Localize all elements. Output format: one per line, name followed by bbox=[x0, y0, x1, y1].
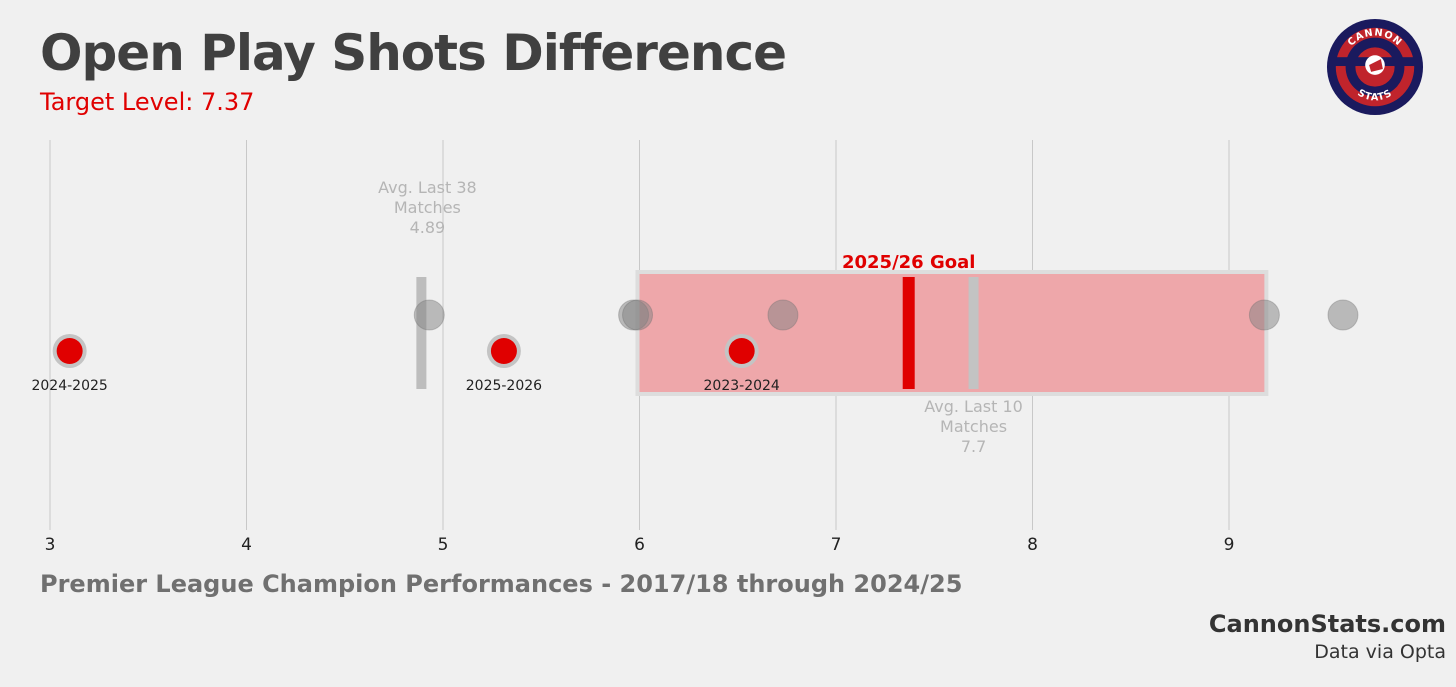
avg-last-10-line bbox=[968, 277, 979, 389]
season-point-label: 2024-2025 bbox=[31, 378, 107, 394]
chart-caption: Premier League Champion Performances - 2… bbox=[40, 570, 963, 598]
x-tick-label: 6 bbox=[634, 535, 645, 555]
x-tick-label: 4 bbox=[241, 535, 252, 555]
avg-last-38-label-line: Avg. Last 38 bbox=[378, 178, 477, 197]
champion-point bbox=[413, 299, 445, 331]
season-point bbox=[728, 338, 755, 364]
champion-point bbox=[1327, 299, 1359, 331]
season-point bbox=[490, 338, 517, 364]
avg-last-38-label-line: 4.89 bbox=[410, 218, 446, 237]
x-tick-label: 8 bbox=[1027, 535, 1038, 555]
site-credit: CannonStats.com bbox=[1208, 610, 1446, 638]
avg-last-10-label-line: Matches bbox=[940, 417, 1007, 436]
x-tick-label: 3 bbox=[45, 535, 56, 555]
chart-title: Open Play Shots Difference bbox=[40, 24, 787, 82]
goal-range-band bbox=[639, 274, 1265, 392]
x-tick-label: 9 bbox=[1224, 535, 1235, 555]
x-tick-label: 7 bbox=[831, 535, 842, 555]
avg-last-10-label-line: Avg. Last 10 bbox=[924, 397, 1023, 416]
x-tick-label: 5 bbox=[438, 535, 449, 555]
goal-line bbox=[902, 277, 915, 389]
champion-point bbox=[767, 299, 799, 331]
data-source: Data via Opta bbox=[1314, 641, 1446, 663]
avg-last-38-line bbox=[416, 277, 427, 389]
champion-point bbox=[1248, 299, 1280, 331]
goal-line-label: 2025/26 Goal bbox=[842, 252, 975, 273]
data-points bbox=[52, 299, 1359, 368]
season-point bbox=[56, 338, 83, 364]
champion-point bbox=[622, 299, 654, 331]
target-level-subtitle: Target Level: 7.37 bbox=[40, 88, 255, 116]
x-axis-ticks: 3 4 5 6 7 8 9 bbox=[45, 535, 1235, 555]
cannonstats-logo: CANNON STATS bbox=[1326, 18, 1424, 116]
avg-last-38-label-line: Matches bbox=[394, 198, 461, 217]
season-point-label: 2023-2024 bbox=[704, 378, 780, 394]
logo-bottom-text: STATS bbox=[1355, 88, 1393, 104]
avg-last-10-label-line: 7.7 bbox=[961, 437, 986, 456]
goal-range-band-group bbox=[635, 270, 1269, 396]
svg-text:STATS: STATS bbox=[1355, 88, 1394, 104]
season-point-label: 2025-2026 bbox=[466, 378, 542, 394]
reference-lines bbox=[416, 277, 979, 389]
